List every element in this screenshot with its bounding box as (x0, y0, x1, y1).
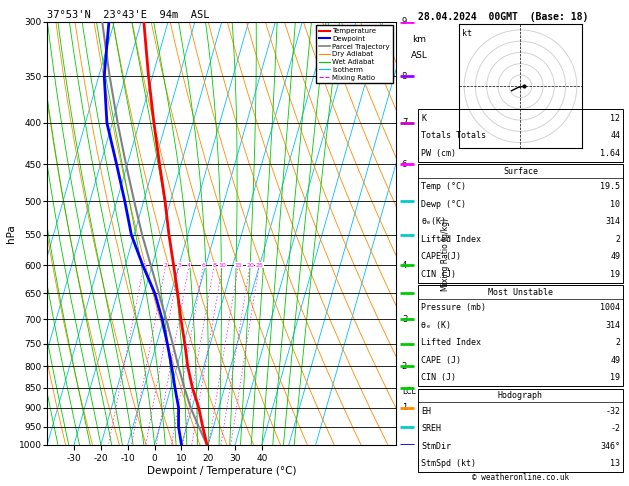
Text: 314: 314 (605, 217, 620, 226)
Legend: Temperature, Dewpoint, Parcel Trajectory, Dry Adiabat, Wet Adiabat, Isotherm, Mi: Temperature, Dewpoint, Parcel Trajectory… (316, 25, 392, 83)
Text: 4: 4 (402, 261, 407, 270)
Text: CAPE (J): CAPE (J) (421, 252, 462, 261)
Text: K: K (421, 114, 426, 122)
Text: 6: 6 (201, 263, 206, 268)
Y-axis label: hPa: hPa (6, 224, 16, 243)
Text: θₑ (K): θₑ (K) (421, 321, 452, 330)
Text: 44: 44 (610, 131, 620, 140)
Text: © weatheronline.co.uk: © weatheronline.co.uk (472, 473, 569, 482)
Text: θₑ(K): θₑ(K) (421, 217, 447, 226)
Text: 10: 10 (219, 263, 226, 268)
Text: km: km (412, 35, 426, 44)
Text: 28.04.2024  00GMT  (Base: 18): 28.04.2024 00GMT (Base: 18) (418, 12, 589, 22)
Text: 346°: 346° (600, 442, 620, 451)
Text: Hodograph: Hodograph (498, 391, 543, 400)
Text: -2: -2 (610, 424, 620, 433)
Text: 2: 2 (615, 235, 620, 243)
Text: CIN (J): CIN (J) (421, 270, 457, 278)
Text: Mixing Ratio (g/kg): Mixing Ratio (g/kg) (441, 218, 450, 291)
Text: Totals Totals: Totals Totals (421, 131, 486, 140)
Text: Lifted Index: Lifted Index (421, 235, 481, 243)
Text: 1004: 1004 (600, 303, 620, 312)
Text: 1: 1 (142, 263, 146, 268)
Text: 49: 49 (610, 356, 620, 364)
Text: 4: 4 (187, 263, 191, 268)
Text: 1: 1 (402, 403, 407, 412)
Text: 20: 20 (246, 263, 254, 268)
X-axis label: Dewpoint / Temperature (°C): Dewpoint / Temperature (°C) (147, 466, 296, 476)
Text: 25: 25 (255, 263, 263, 268)
Text: 12: 12 (610, 114, 620, 122)
Text: 3: 3 (402, 315, 407, 324)
Text: 19.5: 19.5 (600, 182, 620, 191)
Text: Temp (°C): Temp (°C) (421, 182, 467, 191)
Text: 15: 15 (235, 263, 242, 268)
Text: StmDir: StmDir (421, 442, 452, 451)
Text: 2: 2 (615, 338, 620, 347)
Text: 3: 3 (177, 263, 181, 268)
Text: Surface: Surface (503, 167, 538, 175)
Text: 49: 49 (610, 252, 620, 261)
Text: 7: 7 (402, 119, 407, 127)
Text: -32: -32 (605, 407, 620, 416)
Text: 8: 8 (212, 263, 216, 268)
Text: 314: 314 (605, 321, 620, 330)
Text: 9: 9 (402, 17, 407, 26)
Text: PW (cm): PW (cm) (421, 149, 457, 157)
Text: 10: 10 (610, 200, 620, 208)
Text: CIN (J): CIN (J) (421, 373, 457, 382)
Text: kt: kt (462, 29, 472, 38)
Text: 8: 8 (402, 71, 407, 81)
Text: 13: 13 (610, 459, 620, 468)
Text: 19: 19 (610, 373, 620, 382)
Text: 37°53'N  23°43'E  94m  ASL: 37°53'N 23°43'E 94m ASL (47, 10, 209, 20)
Text: CAPE (J): CAPE (J) (421, 356, 462, 364)
Text: SREH: SREH (421, 424, 442, 433)
Text: LCL: LCL (402, 387, 416, 396)
Text: EH: EH (421, 407, 431, 416)
Text: Lifted Index: Lifted Index (421, 338, 481, 347)
Text: Most Unstable: Most Unstable (488, 288, 553, 296)
Text: 2: 2 (402, 362, 407, 371)
Text: ASL: ASL (411, 52, 427, 60)
Text: 19: 19 (610, 270, 620, 278)
Text: StmSpd (kt): StmSpd (kt) (421, 459, 476, 468)
Text: 6: 6 (402, 160, 407, 169)
Text: Dewp (°C): Dewp (°C) (421, 200, 467, 208)
Text: 1.64: 1.64 (600, 149, 620, 157)
Text: 2: 2 (164, 263, 168, 268)
Text: Pressure (mb): Pressure (mb) (421, 303, 486, 312)
